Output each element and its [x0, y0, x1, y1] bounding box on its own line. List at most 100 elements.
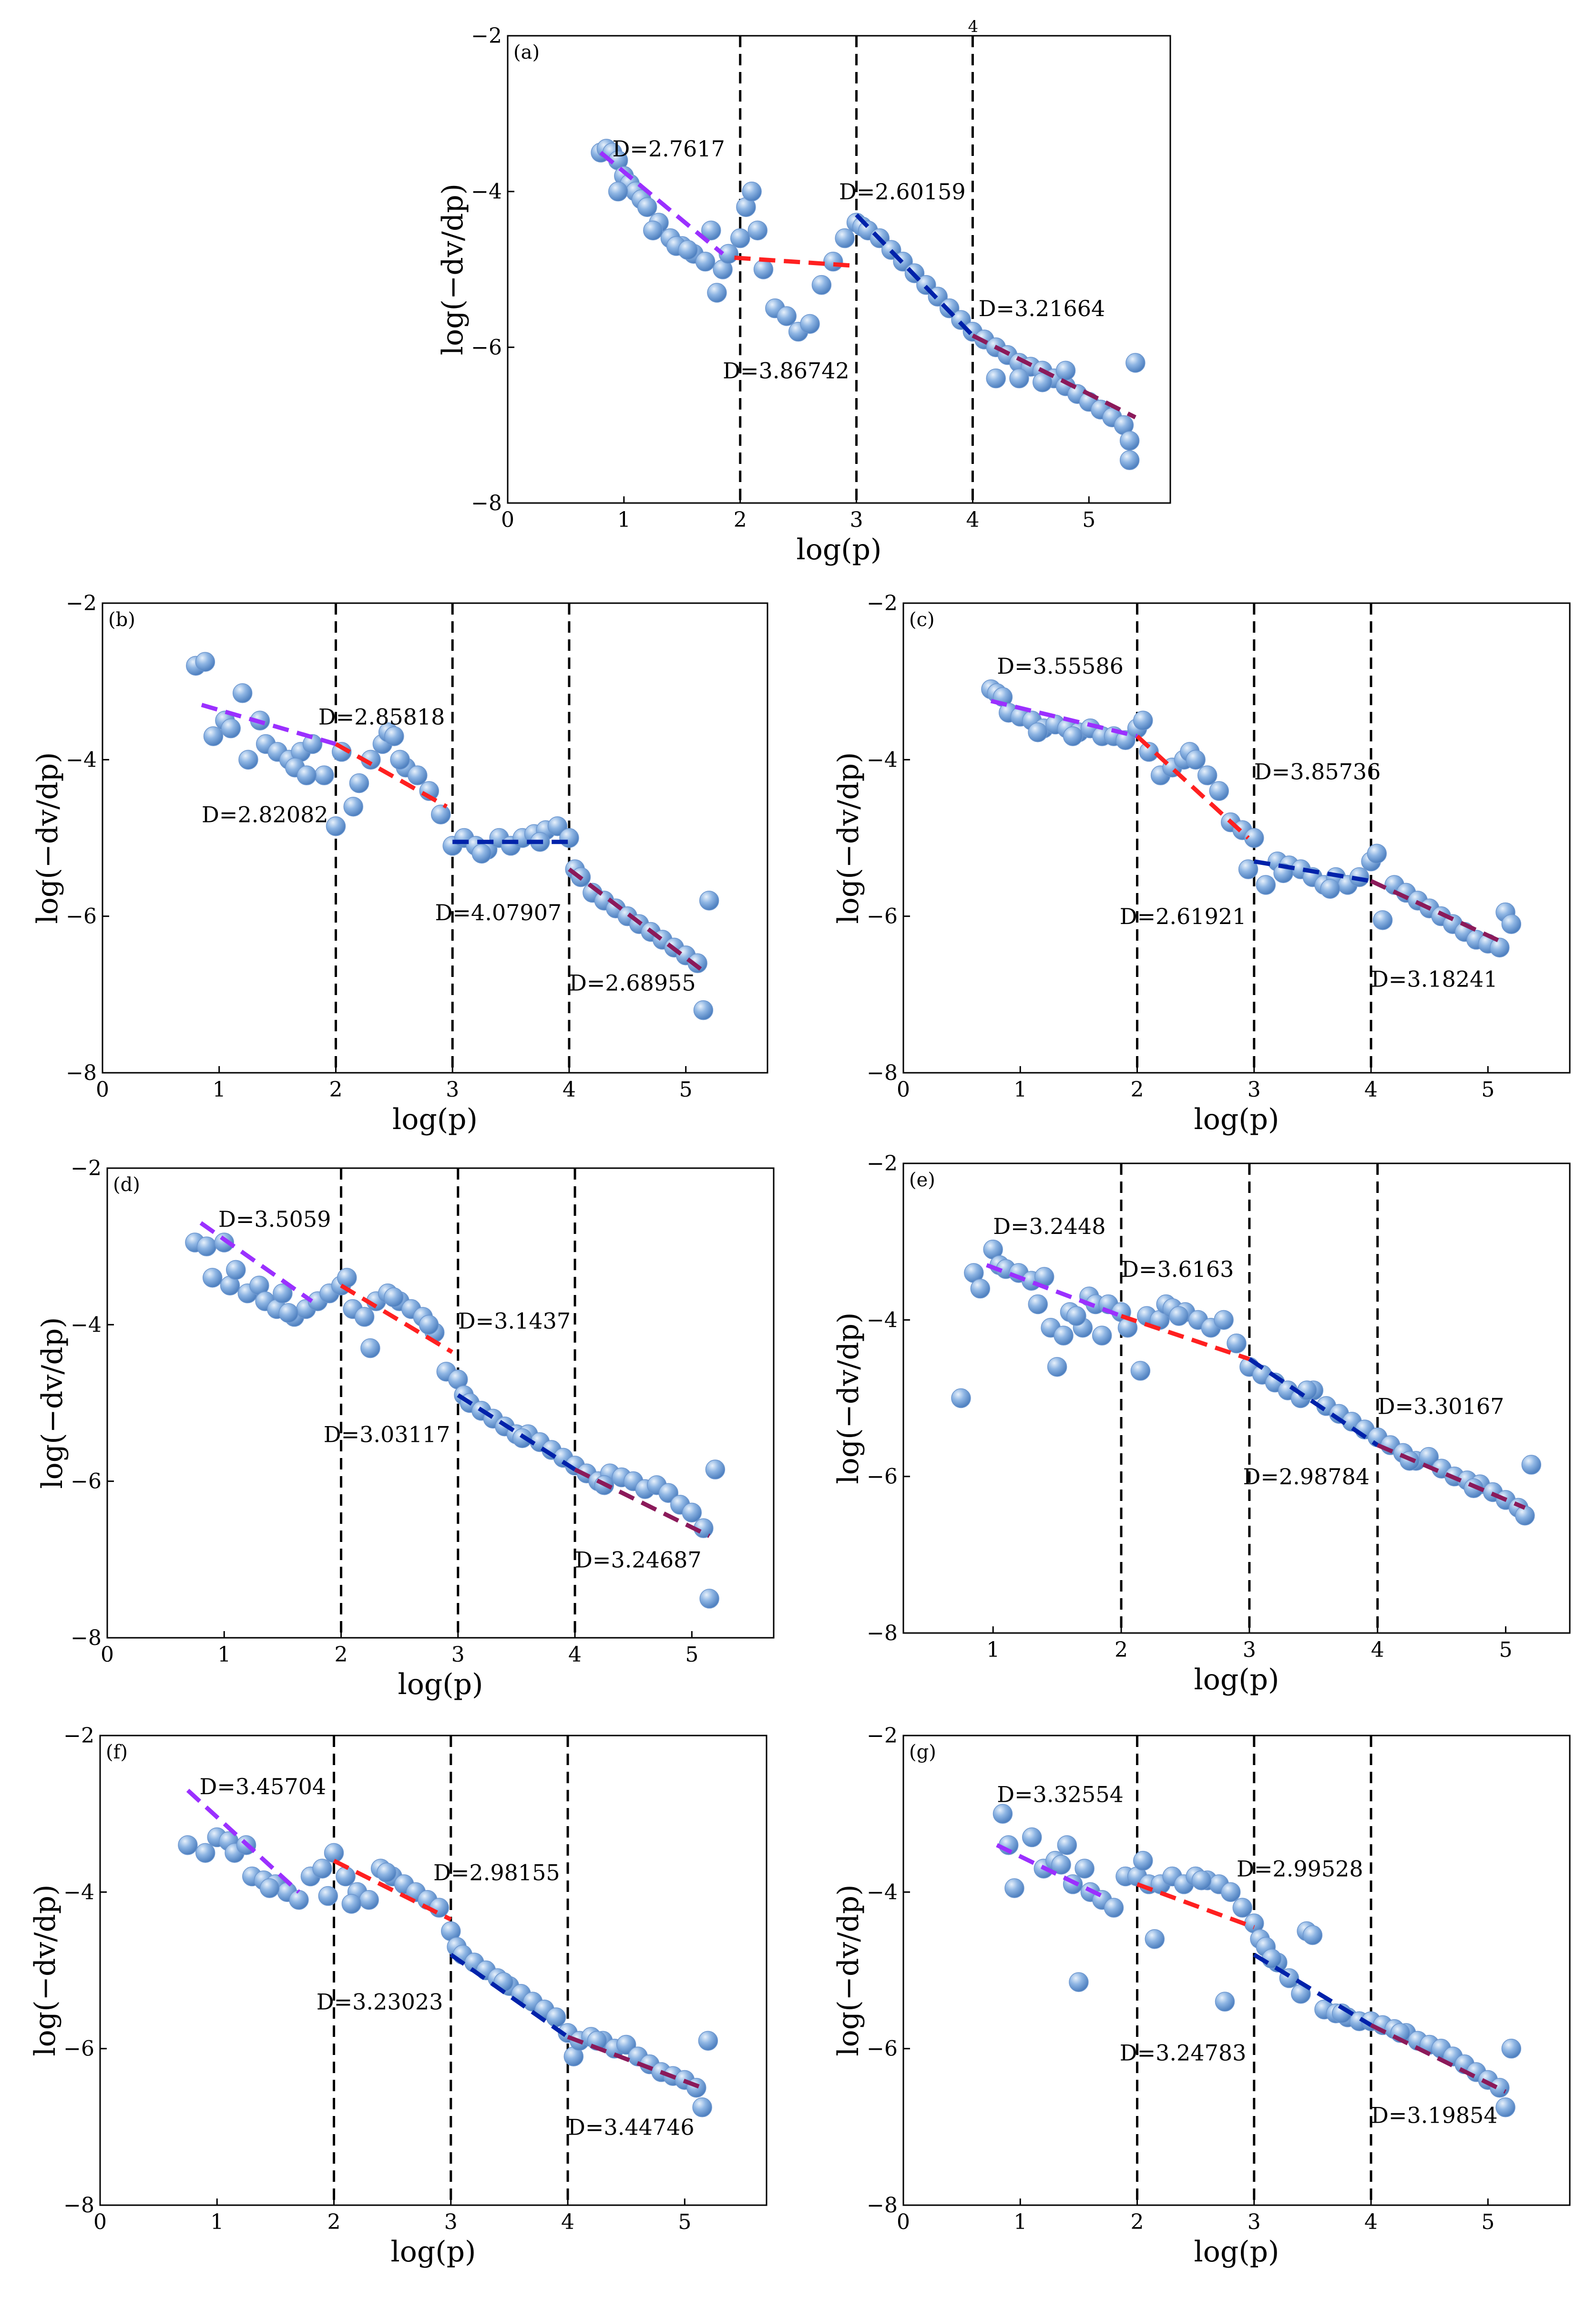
y-tick-label: −6 [867, 904, 898, 929]
data-point [1495, 2097, 1515, 2117]
data-point [637, 197, 657, 217]
data-point [314, 765, 334, 785]
data-point [753, 259, 774, 279]
data-point [359, 1890, 379, 1910]
data-point [214, 1233, 235, 1253]
y-tick-label: −2 [867, 1724, 898, 1748]
fit-line [1248, 1357, 1379, 1447]
x-tick-label: 2 [329, 1078, 342, 1102]
data-point [1004, 1878, 1024, 1898]
data-point [1092, 1325, 1112, 1346]
y-tick-label: −2 [71, 1156, 102, 1181]
data-point [430, 804, 451, 824]
data-point [1069, 1972, 1089, 1992]
data-point [384, 726, 404, 746]
panel-label: (g) [909, 1741, 936, 1763]
x-tick-label: 3 [1248, 1078, 1261, 1102]
fit-line [1254, 859, 1371, 883]
panel-label: (c) [909, 609, 935, 631]
data-point [1125, 353, 1146, 373]
fit-line [990, 699, 1138, 739]
data-point [1169, 1306, 1189, 1326]
data-point [1256, 875, 1276, 895]
data-point [1119, 431, 1140, 451]
x-tick-label: 2 [335, 1643, 348, 1667]
data-point [559, 828, 579, 848]
x-tick-label: 4 [568, 1643, 582, 1667]
y-tick-label: −4 [867, 748, 898, 772]
data-point [337, 1268, 357, 1288]
x-tick-label: 4 [563, 1078, 576, 1102]
x-tick-label: 3 [1243, 1638, 1256, 1662]
x-tick-label: 2 [734, 508, 747, 532]
x-axis-label: log(p) [1194, 2235, 1279, 2269]
data-point [297, 765, 317, 785]
data-point [707, 283, 727, 303]
data-point [951, 1388, 971, 1408]
fit-line [972, 333, 1136, 420]
data-point [1055, 360, 1076, 381]
y-tick-label: −8 [71, 1626, 102, 1650]
fractal-dimension-label: D=3.32554 [997, 1782, 1124, 1808]
fractal-dimension-label: D=2.85818 [318, 704, 445, 729]
x-tick-label: 5 [679, 1078, 693, 1102]
x-tick-label: 0 [501, 508, 514, 532]
x-tick-label: 1 [213, 1078, 226, 1102]
y-axis-label: log(−dv/dp) [832, 752, 865, 924]
data-point [701, 220, 721, 241]
x-tick-label: 3 [1248, 2210, 1261, 2234]
data-point [1521, 1455, 1542, 1475]
data-point [1297, 1380, 1317, 1400]
data-point [1215, 1992, 1235, 2012]
data-point [811, 275, 832, 295]
fractal-dimension-label: D=3.86742 [723, 358, 849, 384]
data-point [698, 2031, 718, 2051]
fractal-dimension-label: D=2.98784 [1243, 1464, 1370, 1489]
fit-line [186, 1788, 300, 1894]
data-point [196, 1236, 217, 1256]
data-point [643, 220, 663, 241]
fractal-dimension-label: D=2.7617 [612, 136, 725, 162]
y-tick-label: −6 [867, 1465, 898, 1489]
y-tick-label: −4 [66, 748, 97, 772]
panel-f: (f) 0 1 2 3 4 5 −2 −4 −6 −8 log(p) log(−dv/dp) D=3.45… [29, 1724, 767, 2269]
panel-label: (b) [108, 609, 135, 631]
fractal-dimension-label: D=4.07907 [435, 900, 562, 925]
fit-line [1253, 1952, 1372, 2027]
panel-label: (a) [513, 41, 540, 63]
y-axis-label: log(−dv/dp) [29, 1884, 62, 2056]
panel-label: (f) [106, 1741, 128, 1763]
data-point [823, 251, 843, 272]
data-point [377, 1862, 397, 1883]
y-tick-label: −4 [471, 180, 502, 204]
x-tick-label: 4 [1371, 1638, 1384, 1662]
y-tick-label: −8 [867, 1621, 898, 1645]
x-tick-label: 1 [617, 508, 631, 532]
x-tick-label: 4 [966, 508, 979, 532]
data-point [705, 1459, 726, 1479]
y-axis-label: log(−dv/dp) [436, 184, 470, 355]
fit-line [574, 1468, 711, 1538]
fractal-dimension-label: D=2.68955 [569, 970, 696, 996]
data-point [1145, 1929, 1165, 1949]
fractal-dimension-label: D=3.44746 [568, 2114, 695, 2140]
fit-line [340, 1284, 453, 1354]
panel-a: (a) 4 0 1 2 3 4 5 −2 −4 −6 −8 log(p) log(−dv/dp) D=2.7… [436, 17, 1171, 566]
y-tick-label: −4 [63, 1880, 94, 1904]
x-tick-label: 3 [850, 508, 863, 532]
x-tick-label: 5 [1481, 1078, 1494, 1102]
fractal-dimension-label: D=3.03117 [324, 1422, 450, 1448]
panel-g: (g) 0 1 2 3 4 5 −2 −4 −6 −8 log(p) log(−dv/dp) D=3.32… [832, 1724, 1571, 2269]
data-point [678, 240, 698, 260]
data-point [1133, 1850, 1153, 1871]
data-point [800, 314, 820, 334]
x-tick-label: 2 [1131, 1078, 1144, 1102]
fractal-dimension-label: D=3.45704 [199, 1774, 326, 1799]
fractal-dimension-label: D=2.99528 [1237, 1856, 1363, 1882]
fractal-dimension-label: D=3.1437 [458, 1308, 571, 1334]
y-tick-label: −8 [867, 2193, 898, 2218]
data-point [1066, 1306, 1086, 1326]
x-tick-label: 1 [986, 1638, 1000, 1662]
fractal-dimension-label: D=3.21664 [979, 296, 1105, 321]
fractal-dimension-label: D=3.30167 [1378, 1393, 1504, 1419]
